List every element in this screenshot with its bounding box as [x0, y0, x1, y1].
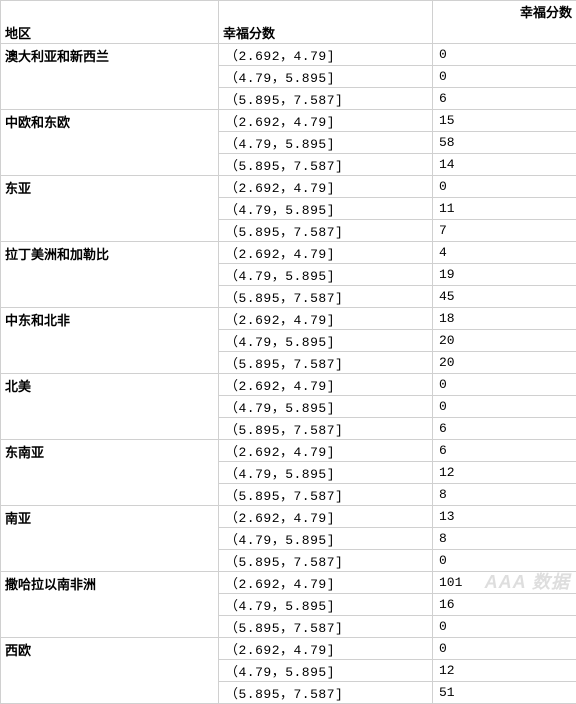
value-cell: 7 [433, 220, 576, 242]
table-row: 东亚（2.692，4.79]0 [1, 176, 576, 198]
value-cell: 0 [433, 616, 576, 638]
value-cell: 8 [433, 484, 576, 506]
bin-cell: （4.79，5.895] [219, 198, 433, 220]
table-row: 拉丁美洲和加勒比（2.692，4.79]4 [1, 242, 576, 264]
region-cell: 东南亚 [1, 440, 219, 506]
value-cell: 0 [433, 638, 576, 660]
bin-cell: （5.895，7.587] [219, 352, 433, 374]
bin-cell: （4.79，5.895] [219, 594, 433, 616]
bin-cell: （5.895，7.587] [219, 220, 433, 242]
value-cell: 0 [433, 374, 576, 396]
bin-cell: （4.79，5.895] [219, 330, 433, 352]
region-cell: 北美 [1, 374, 219, 440]
bin-cell: （2.692，4.79] [219, 506, 433, 528]
bin-cell: （4.79，5.895] [219, 462, 433, 484]
bin-cell: （2.692，4.79] [219, 638, 433, 660]
value-cell: 11 [433, 198, 576, 220]
bin-header: 幸福分数 [219, 22, 433, 44]
region-cell: 南亚 [1, 506, 219, 572]
bin-cell: （4.79，5.895] [219, 528, 433, 550]
blank-cell [433, 22, 576, 44]
bin-cell: （2.692，4.79] [219, 440, 433, 462]
value-cell: 0 [433, 396, 576, 418]
value-cell: 6 [433, 440, 576, 462]
blank-cell [219, 1, 433, 23]
bin-cell: （5.895，7.587] [219, 88, 433, 110]
bin-cell: （2.692，4.79] [219, 110, 433, 132]
bin-cell: （4.79，5.895] [219, 396, 433, 418]
value-cell: 18 [433, 308, 576, 330]
table-row: 中欧和东欧（2.692，4.79]15 [1, 110, 576, 132]
value-cell: 8 [433, 528, 576, 550]
value-cell: 20 [433, 330, 576, 352]
value-cell: 15 [433, 110, 576, 132]
value-cell: 0 [433, 176, 576, 198]
bin-cell: （5.895，7.587] [219, 550, 433, 572]
value-cell: 12 [433, 660, 576, 682]
bin-cell: （5.895，7.587] [219, 154, 433, 176]
bin-cell: （4.79，5.895] [219, 66, 433, 88]
value-cell: 12 [433, 462, 576, 484]
bin-cell: （5.895，7.587] [219, 484, 433, 506]
value-cell: 13 [433, 506, 576, 528]
table-row: 澳大利亚和新西兰（2.692，4.79]0 [1, 44, 576, 66]
value-cell: 101 [433, 572, 576, 594]
value-cell: 0 [433, 44, 576, 66]
blank-cell [1, 1, 219, 23]
value-cell: 4 [433, 242, 576, 264]
bin-cell: （4.79，5.895] [219, 660, 433, 682]
bin-cell: （4.79，5.895] [219, 264, 433, 286]
value-cell: 58 [433, 132, 576, 154]
region-cell: 中东和北非 [1, 308, 219, 374]
region-cell: 澳大利亚和新西兰 [1, 44, 219, 110]
bin-cell: （2.692，4.79] [219, 374, 433, 396]
value-cell: 20 [433, 352, 576, 374]
value-cell: 16 [433, 594, 576, 616]
table-row: 撒哈拉以南非洲（2.692，4.79]101 [1, 572, 576, 594]
region-cell: 西欧 [1, 638, 219, 704]
bin-cell: （5.895，7.587] [219, 286, 433, 308]
bin-cell: （2.692，4.79] [219, 44, 433, 66]
header-row-top: 幸福分数 [1, 1, 576, 23]
value-cell: 6 [433, 418, 576, 440]
value-cell: 51 [433, 682, 576, 704]
value-cell: 45 [433, 286, 576, 308]
value-cell: 6 [433, 88, 576, 110]
table-row: 南亚（2.692，4.79]13 [1, 506, 576, 528]
bin-cell: （2.692，4.79] [219, 176, 433, 198]
bin-cell: （5.895，7.587] [219, 418, 433, 440]
value-header: 幸福分数 [433, 1, 576, 23]
region-cell: 撒哈拉以南非洲 [1, 572, 219, 638]
value-cell: 0 [433, 550, 576, 572]
header-row-bottom: 地区 幸福分数 [1, 22, 576, 44]
table-row: 西欧（2.692，4.79]0 [1, 638, 576, 660]
bin-cell: （5.895，7.587] [219, 682, 433, 704]
happiness-table: 幸福分数 地区 幸福分数 澳大利亚和新西兰（2.692，4.79]0（4.79，… [0, 0, 576, 704]
bin-cell: （2.692，4.79] [219, 572, 433, 594]
value-cell: 19 [433, 264, 576, 286]
value-cell: 14 [433, 154, 576, 176]
bin-cell: （5.895，7.587] [219, 616, 433, 638]
region-header: 地区 [1, 22, 219, 44]
bin-cell: （2.692，4.79] [219, 242, 433, 264]
table-row: 中东和北非（2.692，4.79]18 [1, 308, 576, 330]
table-row: 北美（2.692，4.79]0 [1, 374, 576, 396]
table-row: 东南亚（2.692，4.79]6 [1, 440, 576, 462]
value-cell: 0 [433, 66, 576, 88]
region-cell: 东亚 [1, 176, 219, 242]
bin-cell: （2.692，4.79] [219, 308, 433, 330]
bin-cell: （4.79，5.895] [219, 132, 433, 154]
region-cell: 中欧和东欧 [1, 110, 219, 176]
region-cell: 拉丁美洲和加勒比 [1, 242, 219, 308]
